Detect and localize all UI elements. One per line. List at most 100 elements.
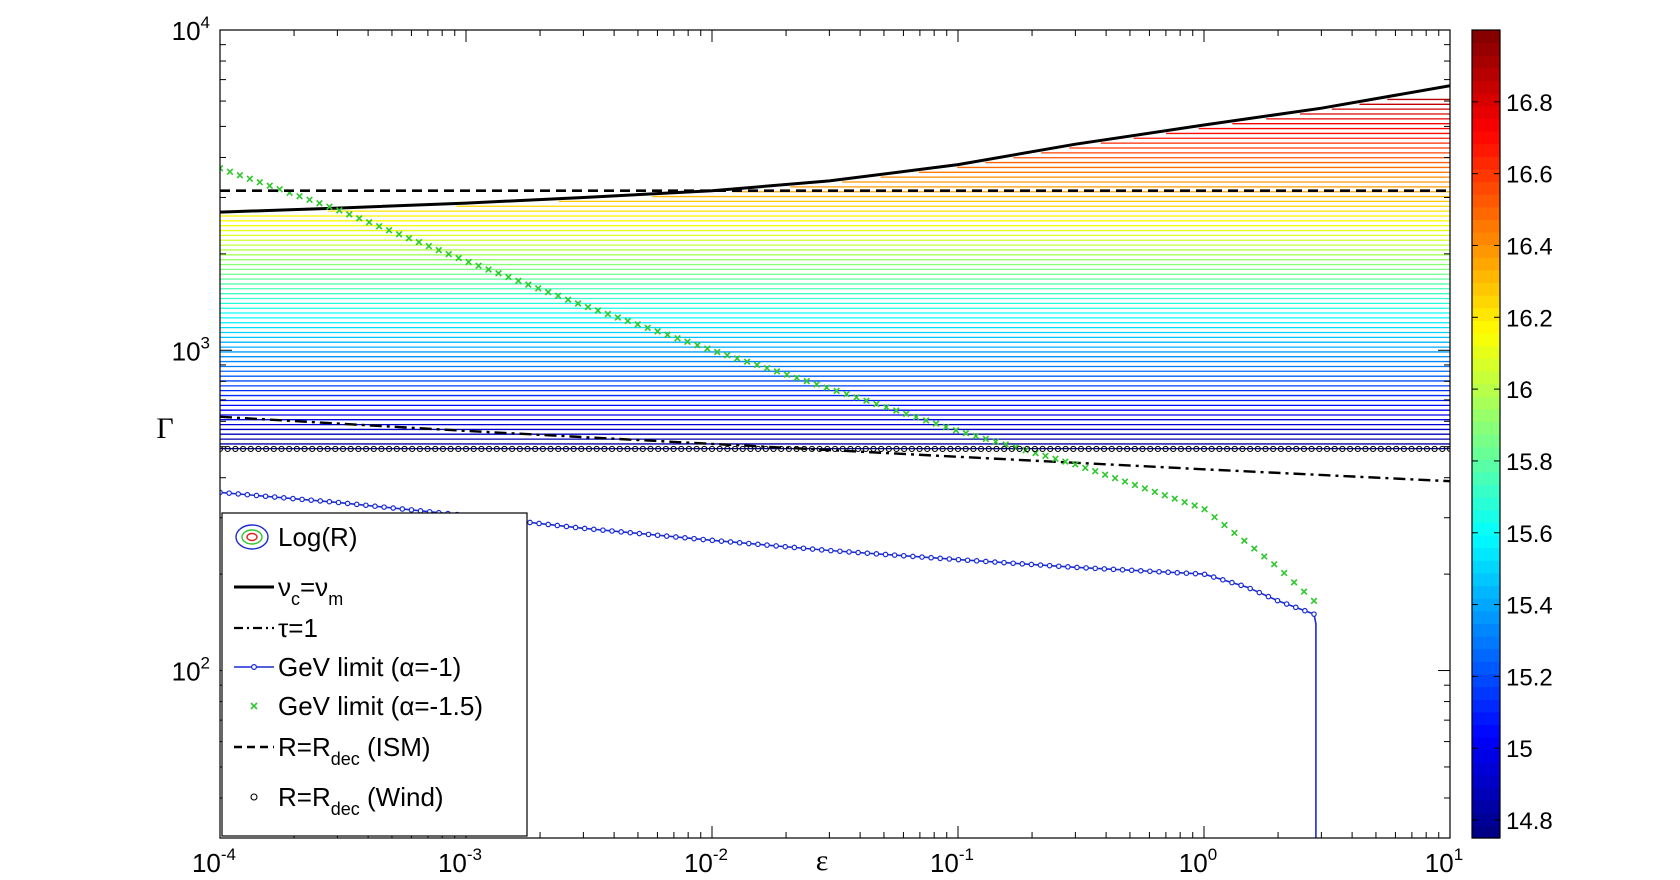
gev-limit-alpha-1-marker: [700, 536, 706, 543]
wind-decel-marker: [1393, 445, 1400, 453]
legend-swatch: [250, 793, 258, 801]
wind-decel-marker: [424, 445, 431, 453]
gev-limit-alpha-1.5-marker: [1012, 444, 1020, 451]
gev-limit-alpha-1-marker: [1265, 593, 1272, 600]
gev-limit-alpha-1-marker: [226, 490, 232, 496]
gev-limit-alpha-1-marker: [919, 554, 925, 560]
wind-decel-marker: [555, 445, 562, 453]
wind-decel-marker: [1200, 445, 1208, 453]
gev-limit-alpha-1.5-marker: [1161, 491, 1169, 499]
legend-entry: R=Rdec​ (Wind): [250, 782, 444, 819]
colorbar-band: [1472, 168, 1500, 183]
gev-limit-alpha-1.5-marker: [773, 368, 781, 375]
legend-contour-icon: [235, 524, 269, 550]
wind-decel-marker: [1100, 445, 1108, 453]
gev-limit-alpha-1.5-marker: [684, 338, 691, 346]
gev-limit-alpha-1-marker: [864, 550, 871, 556]
legend-entry: νc​=νm​: [234, 572, 343, 609]
wind-decel-marker: [532, 445, 539, 453]
wind-decel-marker: [255, 445, 262, 453]
wind-decel-marker: [478, 445, 485, 453]
gev-limit-alpha-1-marker: [1101, 566, 1108, 572]
gev-limit-alpha-1.5-marker: [1111, 474, 1119, 482]
gev-limit-alpha-1-marker: [800, 545, 807, 552]
legend-entry: GeV limit (α=-1.5): [250, 691, 483, 721]
gev-limit-alpha-1-marker: [891, 552, 898, 558]
y-tick-label: 104: [172, 13, 210, 46]
wind-decel-marker: [662, 445, 669, 453]
x-axis-label-group: ε: [816, 844, 829, 877]
gev-limit-alpha-1-marker: [1210, 574, 1217, 580]
y-axis-label-group: Γ: [156, 412, 173, 445]
colorbar-tick-label: 16.8: [1506, 90, 1553, 117]
wind-decel-marker: [616, 445, 623, 453]
gev-limit-alpha-1-marker: [745, 540, 752, 547]
colorbar-tick-label: 16.4: [1506, 233, 1553, 260]
gev-limit-alpha-1-marker: [636, 530, 643, 537]
gev-limit-alpha-1.5-marker: [584, 303, 592, 311]
wind-decel-marker: [585, 445, 593, 453]
wind-decel-marker: [947, 445, 954, 453]
wind-decel-marker: [1108, 445, 1115, 453]
gev-limit-alpha-1.5-marker: [415, 238, 423, 246]
gev-limit-alpha-1.5-marker: [664, 331, 671, 339]
wind-decel-marker: [455, 445, 462, 453]
wind-decel-marker: [793, 445, 800, 453]
wind-decel-marker: [524, 445, 531, 453]
gev-limit-alpha-1-marker: [1092, 565, 1099, 572]
wind-decel-marker: [1039, 445, 1046, 453]
gev-limit-alpha-1.5-marker: [220, 164, 224, 172]
wind-decel-marker: [447, 445, 454, 453]
colorbar-band: [1472, 358, 1500, 372]
wind-decel-marker: [893, 445, 900, 453]
wind-decel-marker: [716, 445, 723, 453]
gev-limit-alpha-1-marker: [727, 539, 734, 545]
legend-label: Log(R): [278, 522, 357, 552]
gev-limit-alpha-1.5-marker: [316, 199, 323, 207]
y-tick-label: 102: [172, 654, 210, 687]
gev-limit-alpha-1-marker: [372, 503, 378, 509]
plot-frame: [219, 29, 1451, 839]
gev-limit-alpha-1.5-marker: [902, 410, 910, 418]
wind-decel-marker: [1308, 445, 1315, 453]
gev-limit-alpha-1.5-marker: [753, 361, 761, 369]
wind-decel-marker: [916, 445, 923, 453]
wind-decel-marker: [608, 445, 616, 453]
legend-contour-icon: [241, 529, 263, 545]
gev-limit-alpha-1.5-marker: [1300, 588, 1308, 595]
gev-limit-alpha-1-marker: [645, 531, 652, 538]
wind-decel-marker: [854, 445, 862, 453]
gev-limit-alpha-1-marker: [755, 541, 761, 548]
gev-limit-alpha-1-marker: [1065, 564, 1071, 570]
gev-limit-alpha-1-marker: [654, 532, 661, 539]
wind-decel-marker: [1208, 445, 1215, 453]
wind-decel-marker: [1270, 445, 1277, 453]
wind-decel-marker: [347, 445, 354, 453]
colorbar-band: [1472, 825, 1500, 839]
wind-decel-marker: [824, 445, 831, 453]
legend-entry: Log(R): [235, 522, 357, 552]
gev-limit-alpha-1.5-marker: [514, 277, 522, 285]
gev-limit-alpha-1-marker: [946, 556, 953, 562]
gev-limit-alpha-1-marker: [1083, 565, 1089, 571]
colorbar-band: [1472, 434, 1500, 448]
gev-limit-alpha-1-marker: [1074, 564, 1080, 571]
gev-limit-alpha-1.5-marker: [1231, 529, 1238, 537]
colorbar-band: [1472, 67, 1500, 82]
wind-decel-marker: [432, 445, 439, 453]
wind-decel-marker: [1185, 445, 1192, 453]
wind-decel-marker: [847, 445, 854, 453]
gev-limit-alpha-1.5-marker: [246, 175, 254, 183]
gev-limit-alpha-1.5-marker: [266, 182, 274, 190]
colorbar-band: [1472, 181, 1500, 195]
gev-limit-alpha-1.5-marker: [1061, 458, 1069, 465]
gev-limit-alpha-1-marker: [1037, 562, 1044, 568]
gev-limit-alpha-1.5-marker: [395, 230, 403, 238]
wind-decel-marker: [747, 445, 754, 453]
legend-label: GeV limit (α=-1): [278, 652, 461, 682]
x-axis-label: ε: [816, 844, 829, 875]
wind-decel-marker: [263, 445, 270, 453]
colorbar-tick-label: 15: [1506, 736, 1533, 763]
